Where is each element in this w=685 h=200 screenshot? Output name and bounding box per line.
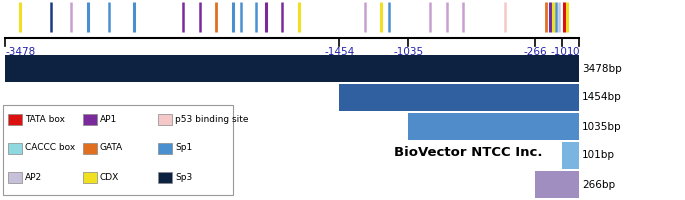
Bar: [8, 142, 22, 154]
Text: -3478: -3478: [5, 47, 36, 57]
Text: 0: 0: [573, 47, 579, 57]
Text: CDX: CDX: [100, 172, 119, 182]
Bar: [408, 113, 579, 140]
Bar: [158, 114, 172, 124]
Bar: [83, 142, 97, 154]
Text: 1035bp: 1035bp: [582, 121, 621, 132]
Text: -101: -101: [551, 47, 574, 57]
Text: -266: -266: [523, 47, 547, 57]
Text: -1035: -1035: [393, 47, 423, 57]
Bar: [535, 171, 579, 198]
Text: p53 binding site: p53 binding site: [175, 114, 249, 123]
Bar: [8, 171, 22, 182]
Text: 101bp: 101bp: [582, 150, 615, 160]
Bar: [83, 171, 97, 182]
Text: 3478bp: 3478bp: [582, 64, 621, 73]
Bar: [158, 171, 172, 182]
Text: Sp3: Sp3: [175, 172, 192, 182]
Bar: [83, 114, 97, 124]
Text: 1454bp: 1454bp: [582, 92, 621, 102]
Text: Sp1: Sp1: [175, 144, 192, 152]
Text: 266bp: 266bp: [582, 180, 615, 190]
Bar: [3, 105, 233, 195]
Bar: [562, 142, 579, 169]
Text: GATA: GATA: [100, 144, 123, 152]
Text: TATA box: TATA box: [25, 114, 65, 123]
Bar: [158, 142, 172, 154]
Text: AP2: AP2: [25, 172, 42, 182]
Bar: [8, 114, 22, 124]
Bar: [339, 84, 579, 111]
Text: BioVector NTCC Inc.: BioVector NTCC Inc.: [394, 146, 542, 159]
Text: AP1: AP1: [100, 114, 117, 123]
Text: -1454: -1454: [324, 47, 354, 57]
Bar: [5, 55, 579, 82]
Text: CACCC box: CACCC box: [25, 144, 75, 152]
